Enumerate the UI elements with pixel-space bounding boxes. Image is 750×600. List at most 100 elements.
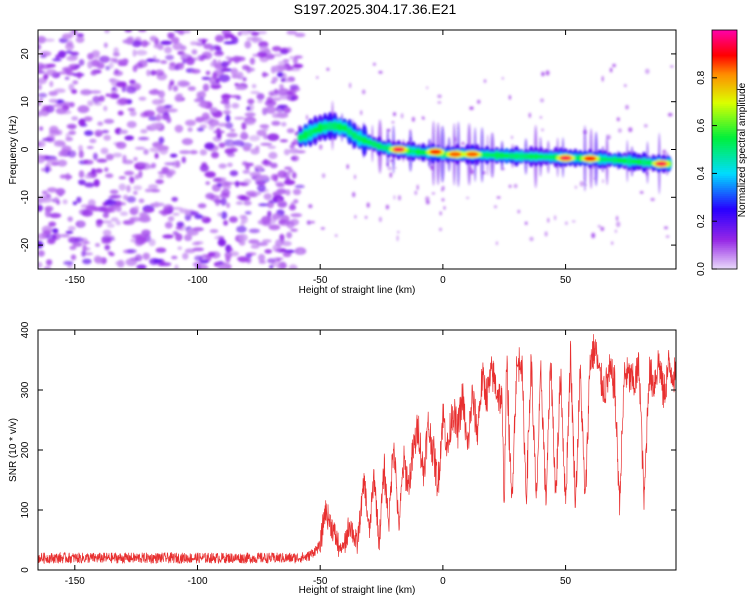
noise-blob (245, 162, 250, 171)
noise-blob (155, 247, 167, 253)
noise-blob (238, 233, 248, 242)
noise-blob (199, 164, 209, 172)
colorbar-cell (712, 163, 737, 167)
noise-blob (264, 99, 277, 107)
noise-blob (138, 96, 147, 101)
noise-blob (150, 189, 161, 193)
noise-blob (80, 89, 92, 96)
spectrogram-y-tick-label: 20 (20, 48, 31, 60)
colorbar-cell (712, 41, 737, 45)
noise-blob (241, 215, 248, 224)
noise-blob (93, 53, 100, 60)
ridge-segment (606, 157, 613, 162)
noise-blob (174, 264, 179, 269)
snr-x-tick-label: 0 (440, 576, 446, 587)
noise-blob (60, 110, 72, 115)
faint-blob (385, 204, 390, 210)
noise-blob (218, 74, 231, 83)
colorbar-cell (712, 95, 737, 99)
noise-blob (216, 183, 223, 187)
noise-blob (267, 133, 280, 141)
noise-blob (52, 228, 59, 234)
faint-blob (437, 101, 442, 104)
noise-blob (166, 108, 178, 113)
noise-blob (95, 168, 103, 174)
noise-blob (64, 76, 70, 80)
noise-blob (177, 246, 183, 250)
noise-blob (81, 250, 86, 258)
noise-blob (78, 221, 86, 226)
noise-blob (57, 71, 70, 75)
colorbar-cell (712, 241, 737, 244)
noise-blob (235, 56, 246, 62)
noise-blob (83, 159, 94, 165)
faint-blob (609, 67, 613, 73)
noise-blob (277, 200, 288, 208)
noise-blob (235, 85, 247, 90)
noise-blob (294, 32, 306, 38)
noise-blob (109, 194, 122, 199)
noise-blob (223, 33, 230, 40)
spectrogram-x-tick-label: 0 (440, 275, 446, 286)
faint-blob (437, 94, 442, 99)
colorbar-cell (712, 151, 737, 155)
colorbar-cell (712, 81, 737, 85)
noise-blob (106, 223, 115, 228)
noise-blob (157, 171, 168, 175)
noise-blob (165, 54, 175, 61)
ridge-segment (523, 153, 530, 160)
noise-blob (192, 227, 204, 232)
colorbar-cell (712, 263, 737, 266)
noise-blob (184, 234, 192, 242)
colorbar-cell (712, 85, 737, 89)
noise-blob (43, 266, 51, 269)
noise-blob (210, 81, 221, 90)
noise-blob (68, 237, 81, 244)
noise-blob (67, 150, 77, 158)
noise-blob (190, 68, 201, 74)
noise-blob (104, 199, 117, 206)
noise-blob (43, 73, 49, 80)
noise-blob (38, 43, 42, 51)
ridge-segment (380, 144, 388, 151)
ridge-segment (326, 121, 334, 131)
noise-blob (98, 95, 105, 102)
noise-blob (292, 63, 304, 69)
noise-blob (272, 244, 282, 252)
spectrogram-ylabel: Frequency (Hz) (8, 116, 19, 185)
faint-blob (547, 217, 550, 223)
noise-blob (103, 105, 108, 112)
noise-blob (279, 49, 289, 55)
noise-blob (281, 122, 287, 127)
colorbar-cell (712, 169, 737, 173)
noise-blob (38, 97, 44, 103)
noise-blob (87, 100, 94, 107)
noise-blob (115, 81, 127, 88)
faint-blob (308, 204, 313, 209)
noise-blob (263, 159, 269, 165)
noise-blob (284, 166, 292, 170)
faint-blob (465, 196, 470, 199)
colorbar-tick-label: 0.0 (696, 262, 707, 276)
ridge-segment (297, 133, 304, 142)
noise-blob (158, 136, 165, 144)
noise-blob (77, 105, 90, 114)
noise-blob (59, 233, 70, 238)
noise-blob (62, 101, 71, 106)
colorbar-cell (712, 153, 737, 157)
faint-blob (611, 241, 614, 245)
noise-blob (83, 116, 93, 122)
faint-blob (334, 234, 338, 237)
noise-blob (160, 114, 170, 120)
noise-blob (242, 145, 251, 152)
noise-blob (72, 201, 78, 206)
noise-blob (210, 251, 221, 259)
colorbar-cell (712, 159, 737, 163)
faint-blob (425, 196, 430, 202)
faint-blob (426, 86, 429, 89)
noise-blob (237, 256, 249, 262)
noise-blob (84, 174, 92, 180)
noise-blob (82, 244, 87, 253)
colorbar-cell (712, 243, 737, 246)
noise-blob (297, 249, 304, 255)
